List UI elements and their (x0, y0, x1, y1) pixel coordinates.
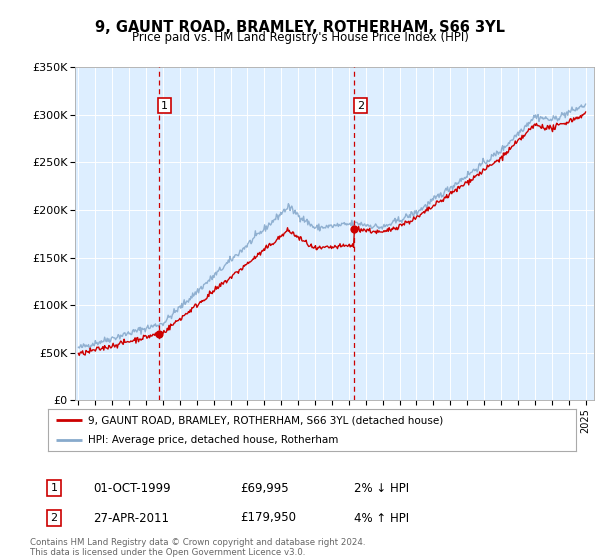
Text: 9, GAUNT ROAD, BRAMLEY, ROTHERHAM, S66 3YL (detached house): 9, GAUNT ROAD, BRAMLEY, ROTHERHAM, S66 3… (88, 415, 443, 425)
Text: 2% ↓ HPI: 2% ↓ HPI (354, 482, 409, 495)
Text: £69,995: £69,995 (240, 482, 289, 495)
Text: 1: 1 (161, 101, 168, 110)
Point (349, 225, 359, 234)
Text: 2: 2 (50, 513, 58, 523)
Text: Price paid vs. HM Land Registry's House Price Index (HPI): Price paid vs. HM Land Registry's House … (131, 31, 469, 44)
Text: 4% ↑ HPI: 4% ↑ HPI (354, 511, 409, 525)
Point (154, 329, 163, 338)
Text: 1: 1 (50, 483, 58, 493)
Text: Contains HM Land Registry data © Crown copyright and database right 2024.
This d: Contains HM Land Registry data © Crown c… (30, 538, 365, 557)
Text: £179,950: £179,950 (240, 511, 296, 525)
Text: 2: 2 (357, 101, 364, 110)
Text: 01-OCT-1999: 01-OCT-1999 (93, 482, 170, 495)
Text: 9, GAUNT ROAD, BRAMLEY, ROTHERHAM, S66 3YL: 9, GAUNT ROAD, BRAMLEY, ROTHERHAM, S66 3… (95, 20, 505, 35)
Text: 27-APR-2011: 27-APR-2011 (93, 511, 169, 525)
Text: HPI: Average price, detached house, Rotherham: HPI: Average price, detached house, Roth… (88, 435, 338, 445)
